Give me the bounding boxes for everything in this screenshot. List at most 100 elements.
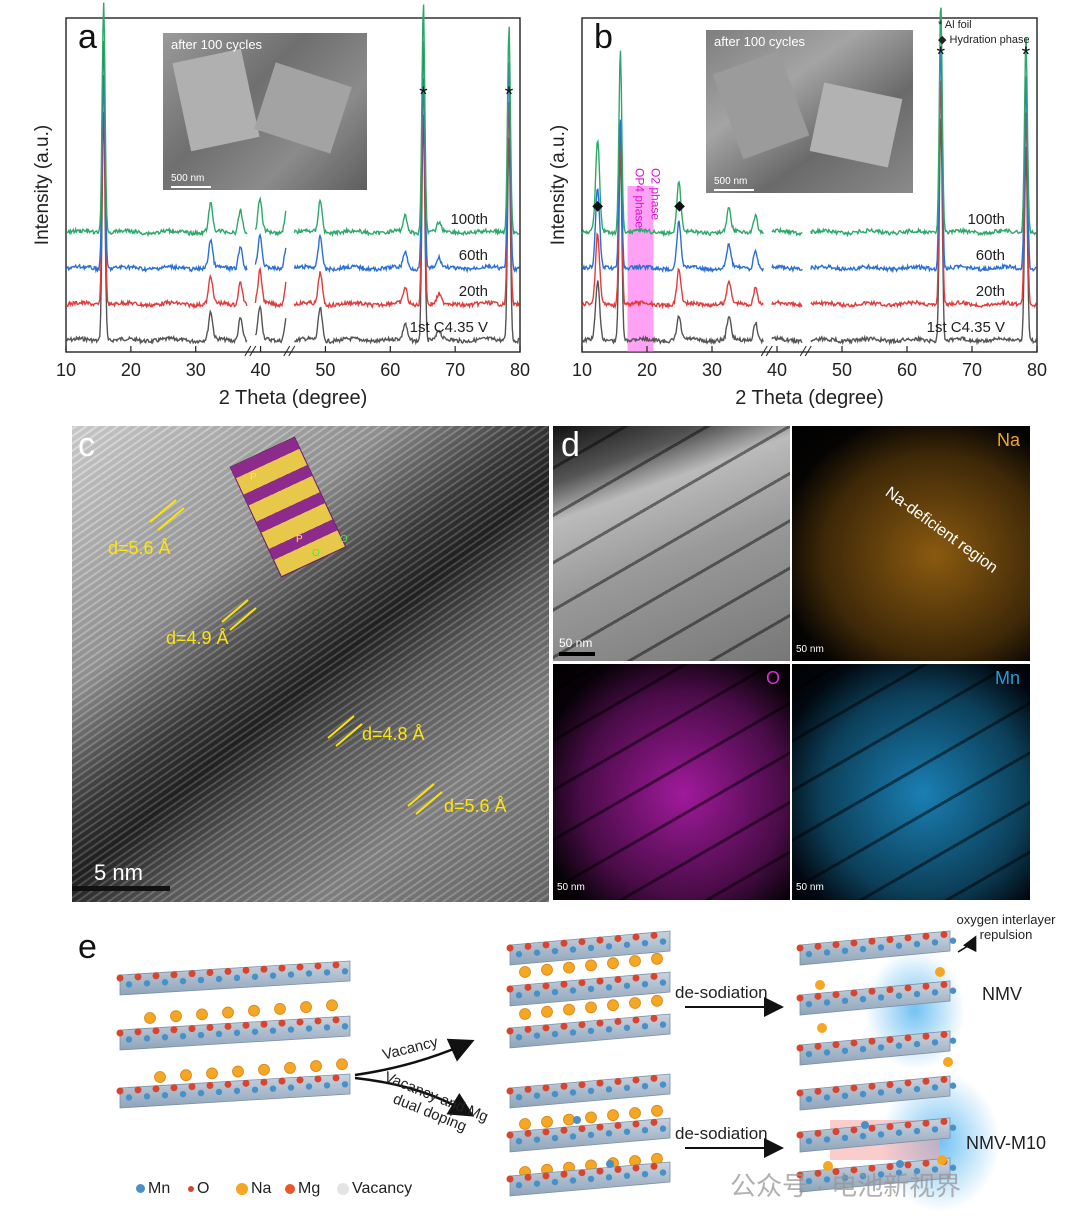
structure-letter: P <box>296 534 303 545</box>
o-atom <box>314 1075 322 1083</box>
mn-atom <box>931 1126 939 1133</box>
na-atom <box>651 994 663 1007</box>
o-atom <box>940 1076 948 1084</box>
mn-atom <box>587 985 595 993</box>
mn-atom <box>805 1050 813 1058</box>
na-deficient-annotation: Na-deficient region <box>882 484 1001 577</box>
mn-atom <box>623 982 631 989</box>
vacancy-dot-icon <box>337 1182 349 1195</box>
o-atom <box>814 1042 822 1050</box>
x-tick-label: 10 <box>572 360 592 380</box>
o-atom <box>832 1086 840 1094</box>
o-atom <box>922 1119 930 1127</box>
mn-atom <box>551 947 559 955</box>
o-atom <box>886 986 894 994</box>
mn-atom <box>623 1128 631 1135</box>
inset-scale-b: 500 nm <box>714 176 748 187</box>
structure-letter: O <box>340 534 348 545</box>
mn-atom <box>805 950 813 958</box>
o-atom <box>632 1120 640 1128</box>
o-atom <box>560 1082 568 1090</box>
o-atom <box>188 1025 196 1033</box>
mn-atom <box>823 999 831 1006</box>
arrow-vacancy <box>354 1038 475 1077</box>
o-atom <box>542 941 550 949</box>
x-axis-label: 2 Theta (degree) <box>735 387 884 409</box>
axis-break <box>799 345 807 357</box>
series-label: 20th <box>459 283 488 300</box>
scale-bar <box>72 886 170 891</box>
o-atom <box>524 1129 532 1137</box>
o-atom <box>278 964 286 972</box>
o-atom <box>116 1029 124 1037</box>
mn-atom <box>233 1087 241 1095</box>
sem-grain <box>172 48 260 152</box>
na-atom <box>629 1107 641 1119</box>
mn-atom <box>949 1037 957 1044</box>
o-atom <box>278 1019 286 1027</box>
x-tick-label: 60 <box>380 360 400 380</box>
watermark: 公众号 · 电池新视界 <box>730 1171 962 1201</box>
mn-atom <box>823 1176 831 1183</box>
mn-atom <box>805 1137 813 1145</box>
mn-atom <box>251 1028 259 1035</box>
mn-o-slab <box>799 1117 951 1153</box>
o-atom <box>332 1016 340 1024</box>
mn-atom <box>877 1089 885 1096</box>
o-atom <box>134 1028 142 1036</box>
mn-atom <box>341 1023 349 1030</box>
mn-atom <box>269 1027 277 1034</box>
mg-dot-icon <box>285 1183 295 1194</box>
o-atom <box>296 1018 304 1026</box>
mn-atom <box>605 1086 613 1093</box>
mn-atom <box>533 1136 541 1143</box>
o-atom <box>650 1118 658 1126</box>
o-atom <box>868 1037 876 1045</box>
na-dot-icon <box>236 1182 248 1195</box>
o-dot-icon <box>188 1185 194 1192</box>
mn-atom <box>533 990 541 997</box>
o-atom <box>850 989 858 997</box>
o-atom <box>904 1034 912 1042</box>
mn-atom <box>641 1170 649 1178</box>
xrd-chart-b: OP4 phase O2 phase 10 20 30 40 50 60 70 80 2 Theta… <box>548 7 1047 409</box>
o-atom <box>850 1039 858 1047</box>
axis-break <box>244 345 252 357</box>
o-atom <box>832 1128 840 1136</box>
o-atom <box>578 1021 586 1029</box>
mn-atom <box>949 1082 957 1089</box>
mg-atom <box>573 1116 581 1124</box>
series-line <box>65 74 520 310</box>
o-atom <box>242 1079 250 1087</box>
structure-letter: O <box>312 548 320 559</box>
mn-atom <box>197 976 205 984</box>
mn-atom <box>515 1138 523 1145</box>
xrd-chart-a: 10 20 30 40 50 60 70 80 2 Theta (degree) Intensit… <box>32 2 530 409</box>
o-atom <box>886 1036 894 1044</box>
o-atom <box>850 939 858 947</box>
o-atom <box>596 1123 604 1131</box>
o-atom <box>614 976 622 984</box>
mn-atom <box>515 1094 523 1101</box>
na-atom <box>651 952 663 965</box>
mn-atom <box>913 940 921 948</box>
mn-atom <box>161 1034 169 1041</box>
o-label: O <box>765 668 780 688</box>
scale-label: 50 nm <box>796 644 824 655</box>
o-atom <box>868 987 876 995</box>
o-atom <box>886 1081 894 1089</box>
mg-atom <box>606 1160 614 1168</box>
mn-atom <box>913 1127 921 1135</box>
legend-na: Na <box>236 1180 271 1198</box>
x-tick-label: 20 <box>121 360 141 380</box>
mn-atom <box>823 1136 831 1143</box>
o-atom <box>796 1171 804 1179</box>
mn-o-slab <box>799 930 951 966</box>
o-atom <box>850 1166 858 1174</box>
na-atom <box>232 1065 244 1078</box>
o-atom <box>850 1126 858 1134</box>
mn-atom <box>931 989 939 996</box>
d-spacing-label: d=5.6 Å <box>108 538 171 558</box>
na-atom <box>585 1111 597 1124</box>
o-atom <box>832 991 840 999</box>
